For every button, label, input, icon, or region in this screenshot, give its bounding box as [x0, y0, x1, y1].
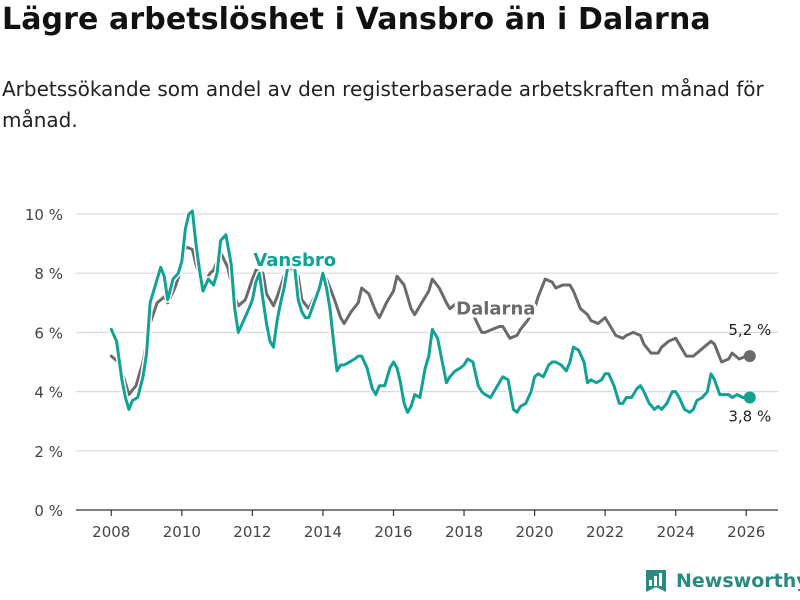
vansbro-end-label: 3,8 % [728, 408, 771, 426]
vansbro-end-point [743, 391, 756, 404]
vansbro-line [109, 209, 752, 414]
series-layer [108, 208, 756, 416]
axis-layer: 0 % 2 % 4 % 6 % 8 % 10 % 2008 2010 2012 2014 2016 2… [25, 206, 778, 541]
dalarna-line-halo [108, 243, 753, 398]
y-tick-label: 0 % [34, 502, 63, 520]
x-tick-label: 2008 [92, 523, 130, 541]
x-tick-label: 2018 [445, 523, 483, 541]
dalarna-end-label: 5,2 % [728, 321, 771, 339]
y-tick-label: 4 % [34, 384, 63, 402]
x-tick-label: 2022 [586, 523, 624, 541]
x-tick-label: 2014 [304, 523, 342, 541]
dalarna-line [109, 245, 752, 397]
vansbro-series-label-halo: Vansbro [253, 250, 336, 271]
x-tick-label: 2016 [374, 523, 412, 541]
chart-subtitle: Arbetssökande som andel av den registerb… [2, 77, 764, 132]
x-tick-label: 2020 [515, 523, 553, 541]
dalarna-series-label: Dalarna [456, 299, 535, 320]
vansbro-series-label: Vansbro [253, 250, 336, 271]
y-tick-label: 2 % [34, 443, 63, 461]
x-tick-label: 2010 [163, 523, 201, 541]
dalarna-series-label-halo: Dalarna [456, 299, 535, 320]
y-tick-label: 10 % [25, 206, 63, 224]
chart-title: Lägre arbetslöshet i Vansbro än i Dalarn… [2, 2, 711, 37]
newsworthy-brand: Newsworthy [644, 568, 800, 594]
x-tick-label: 2024 [657, 523, 695, 541]
vansbro-line-halo [108, 208, 753, 416]
newsworthy-logo-icon [646, 570, 666, 592]
dalarna-end-point [743, 350, 756, 363]
brand-name: Newsworthy [676, 570, 800, 592]
y-tick-label: 8 % [34, 265, 63, 283]
x-tick-label: 2012 [233, 523, 271, 541]
x-tick-label: 2026 [727, 523, 765, 541]
y-tick-label: 6 % [34, 324, 63, 342]
